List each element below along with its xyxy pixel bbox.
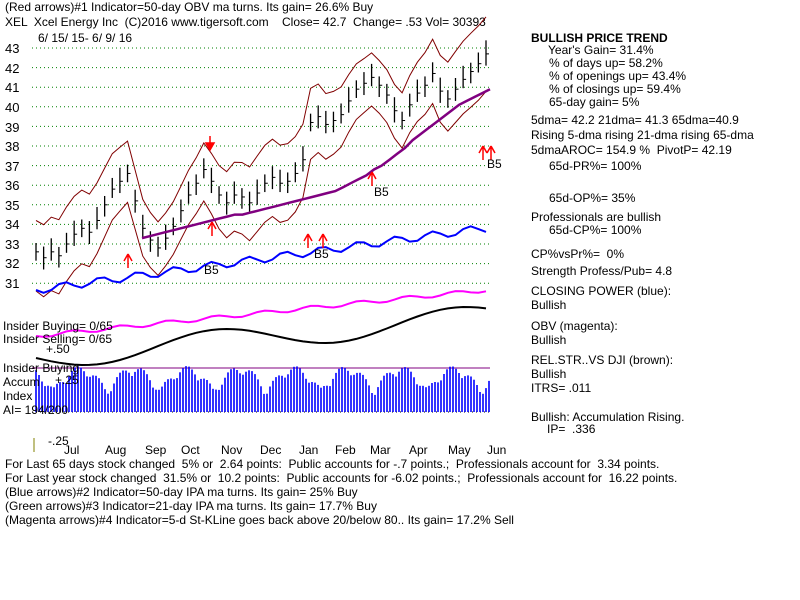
buy-arrow (207, 221, 217, 236)
accum-minus: -.25 (48, 434, 69, 448)
days-up: % of days up= 58.2% (549, 56, 663, 70)
insider-selling: Insider Selling= 0/65 (3, 332, 113, 346)
b5-label-3: B5 (374, 185, 389, 199)
accum-index-bars (35, 366, 490, 412)
buy-arrow (123, 253, 133, 268)
closings-up: % of closings up= 59.4% (549, 82, 681, 96)
dma-values: 5dma= 42.2 21dma= 41.3 65dma=40.9 (531, 113, 739, 127)
b5-label-2: B5 (314, 247, 329, 261)
month-jul: Jul (64, 443, 80, 457)
price-bars (35, 40, 489, 270)
month-nov: Nov (221, 443, 243, 457)
footer-year: For Last year stock changed 31.5% or 10.… (5, 471, 678, 485)
indicator-1-line: (Red arrows)#1 Indicator=50-day OBV ma t… (5, 0, 374, 14)
signal-arrows (123, 136, 496, 268)
index-label: Index (3, 389, 33, 403)
accum-label: Accum (3, 375, 40, 389)
month-dec: Dec (260, 443, 282, 457)
gain-65: 65-day gain= 5% (549, 95, 640, 109)
buy-arrow (478, 145, 488, 160)
y-tick-35: 35 (5, 198, 20, 213)
op-percent: 65d-OP%= 35% (549, 191, 636, 205)
ticker-title: XEL Xcel Energy Inc (C)2016 www.tigersof… (5, 15, 486, 29)
footer-65-day: For Last 65 days stock changed 5% or 2.6… (5, 457, 660, 471)
obv-title: OBV (magenta): (531, 319, 618, 333)
closing-power-title: CLOSING POWER (blue): (531, 284, 672, 298)
openings-up: % of openings up= 43.4% (549, 69, 687, 83)
relstr-title: REL.STR..VS DJI (brown): (531, 353, 674, 367)
month-mar: Mar (370, 443, 391, 457)
buy-arrow (303, 233, 313, 248)
obv-status: Bullish (531, 333, 567, 347)
indicator-lines (35, 88, 491, 367)
footer-green-arrows: (Green arrows)#3 Indicator=21-day IPA ma… (5, 499, 377, 513)
cp-percent: 65d-CP%= 100% (549, 223, 642, 237)
obv-line (35, 290, 487, 338)
month-feb: Feb (335, 443, 356, 457)
y-tick-36: 36 (5, 178, 20, 193)
sell-arrow (204, 136, 216, 152)
y-tick-39: 39 (5, 120, 20, 135)
y-tick-33: 33 (5, 237, 20, 252)
buy-arrow (318, 233, 328, 248)
accum-status: Bullish: Accumulation Rising. (531, 410, 685, 424)
pr-percent: 65d-PR%= 100% (549, 159, 642, 173)
month-apr: Apr (409, 443, 428, 457)
buy-arrow (486, 145, 496, 160)
month-aug: Aug (105, 443, 127, 457)
month-jan: Jan (299, 443, 319, 457)
65-dma-line (141, 88, 491, 240)
relstr-status: Bullish (531, 367, 567, 381)
insider-buying: Insider Buying= 0/65 (3, 319, 113, 333)
footer-blue-arrows: (Blue arrows)#2 Indicator=50-day IPA ma … (5, 485, 358, 499)
b5-label-1: B5 (204, 263, 219, 277)
month-jun: Jun (487, 443, 507, 457)
month-oct: Oct (181, 443, 200, 457)
y-tick-38: 38 (5, 139, 20, 154)
y-tick-40: 40 (5, 100, 20, 115)
month-sep: Sep (145, 443, 167, 457)
footer-magenta-arrows: (Magenta arrows)#4 Indicator=5-d St-KLin… (5, 513, 514, 527)
y-tick-41: 41 (5, 80, 20, 95)
rising-mas: Rising 5-dma rising 21-dma rising 65-dma (531, 128, 754, 142)
ip-value: IP= .336 (547, 422, 596, 436)
bollinger-bands (35, 16, 487, 298)
lower-band (35, 91, 487, 298)
ai-value: AI= 194/200 (3, 403, 69, 417)
obv-mark: +.50 (46, 342, 70, 356)
upper-band (35, 16, 487, 226)
accum-plus: +.25 (55, 373, 79, 387)
b5-label-4: B5 (487, 157, 502, 171)
y-tick-43: 43 (5, 41, 20, 56)
y-tick-42: 42 (5, 61, 20, 76)
year-gain: Year's Gain= 31.4% (548, 43, 654, 57)
y-tick-34: 34 (5, 217, 20, 232)
buy-arrow (367, 171, 377, 186)
professionals-status: Professionals are bullish (531, 210, 662, 224)
y-tick-31: 31 (5, 276, 20, 291)
accum-title: Insider Buying (3, 361, 80, 375)
date-range: 6/ 15/ 15- 6/ 9/ 16 (38, 31, 133, 45)
closing-power-line (35, 225, 487, 294)
itrs-value: ITRS= .011 (531, 381, 592, 395)
y-tick-32: 32 (5, 256, 20, 271)
y-tick-37: 37 (5, 159, 20, 174)
aroc-pivot: 5dmaAROC= 154.9 % PivotP= 42.19 (531, 143, 732, 157)
month-may: May (448, 443, 471, 457)
cp-vs-pr: CP%vsPr%= 0% (531, 247, 625, 261)
closing-power-status: Bullish (531, 298, 567, 312)
strength-ratio: Strength Profess/Pub= 4.8 (531, 264, 673, 278)
relative-strength-line (35, 305, 487, 367)
trend-heading: BULLISH PRICE TREND (531, 31, 668, 45)
